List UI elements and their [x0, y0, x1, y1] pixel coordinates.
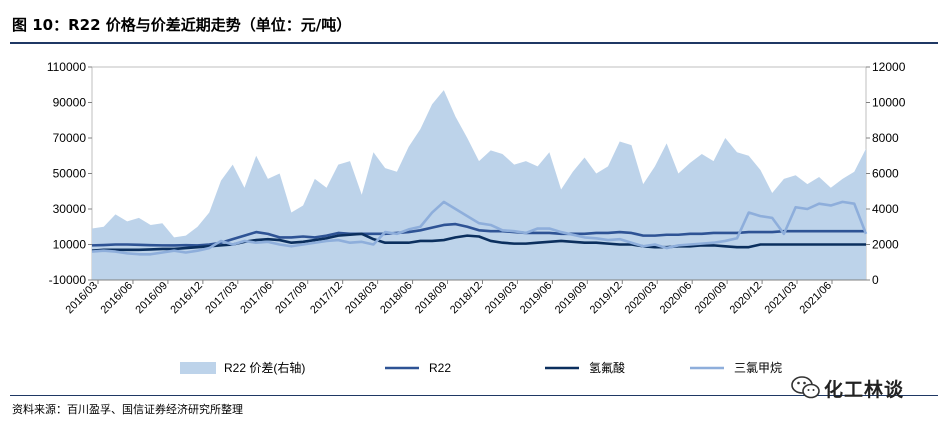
- x-tick-label: 2019/06: [518, 280, 555, 317]
- x-tick-label: 2018/03: [343, 280, 380, 317]
- y-left-tick-label: 110000: [47, 60, 86, 74]
- x-tick-label: 2016/09: [133, 280, 170, 317]
- x-tick-label: 2018/06: [378, 280, 415, 317]
- watermark: 化工林谈: [790, 370, 930, 404]
- y-right-tick-label: 12000: [872, 60, 906, 74]
- y-left-tick-label: -10000: [49, 273, 87, 287]
- y-left-tick-label: 70000: [53, 131, 87, 145]
- x-tick-label: 2018/09: [413, 280, 450, 317]
- y-left-tick-label: 90000: [53, 96, 87, 110]
- x-tick-label: 2016/12: [168, 280, 205, 317]
- x-tick-label: 2017/03: [203, 280, 240, 317]
- watermark-text: 化工林谈: [824, 379, 905, 401]
- x-tick-label: 2019/09: [553, 280, 590, 317]
- series-line-chloroform: [91, 200, 868, 256]
- y-right-tick-label: 8000: [872, 131, 899, 145]
- y-left-tick-label: 50000: [53, 167, 87, 181]
- y-right-tick-label: 10000: [872, 96, 906, 110]
- x-tick-label: 2016/06: [98, 280, 135, 317]
- x-tick-label: 2019/12: [588, 280, 625, 317]
- footer-divider: [10, 395, 938, 396]
- x-tick-label: 2017/06: [238, 280, 275, 317]
- legend-label: R22 价差(右轴): [224, 360, 305, 375]
- legend-label: 氢氟酸: [589, 360, 625, 375]
- y-right-tick-label: 0: [872, 273, 879, 287]
- line-layer: [91, 200, 868, 256]
- legend: R22 价差(右轴) R22 氢氟酸 三氯甲烷: [180, 360, 782, 375]
- x-tick-label: 2021/06: [798, 280, 835, 317]
- x-tick-label: 2019/03: [483, 280, 520, 317]
- y-left-tick-label: 30000: [53, 202, 87, 216]
- y-left-tick-label: 10000: [53, 238, 87, 252]
- legend-label: 三氯甲烷: [734, 361, 782, 375]
- chart-title: 图 10：R22 价格与价差近期走势（单位：元/吨）: [12, 16, 352, 34]
- series-line-r22: [91, 222, 866, 247]
- area-layer: [92, 90, 866, 280]
- y-right-tick-label: 2000: [872, 238, 899, 252]
- x-tick-label: 2018/12: [448, 280, 485, 317]
- x-tick-label: 2020/03: [623, 280, 660, 317]
- source-note: 资料来源：百川盈孚、国信证券经济研究所整理: [12, 403, 243, 416]
- wechat-icon: [791, 376, 820, 399]
- y-right-tick-label: 6000: [872, 167, 899, 181]
- x-tick-label: 2020/06: [658, 280, 695, 317]
- legend-label: R22: [429, 361, 451, 375]
- y-right-tick-label: 4000: [872, 202, 899, 216]
- x-tick-label: 2017/12: [308, 280, 345, 317]
- x-tick-label: 2017/09: [273, 280, 310, 317]
- series-line-hf: [91, 232, 866, 253]
- legend-swatch: [180, 362, 216, 374]
- x-tick-label: 2020/09: [693, 280, 730, 317]
- x-tick-label: 2020/12: [728, 280, 765, 317]
- series-area-r22-spread: [92, 90, 866, 280]
- title-bar: 图 10：R22 价格与价差近期走势（单位：元/吨）: [10, 4, 938, 44]
- x-tick-label: 2021/03: [763, 280, 800, 317]
